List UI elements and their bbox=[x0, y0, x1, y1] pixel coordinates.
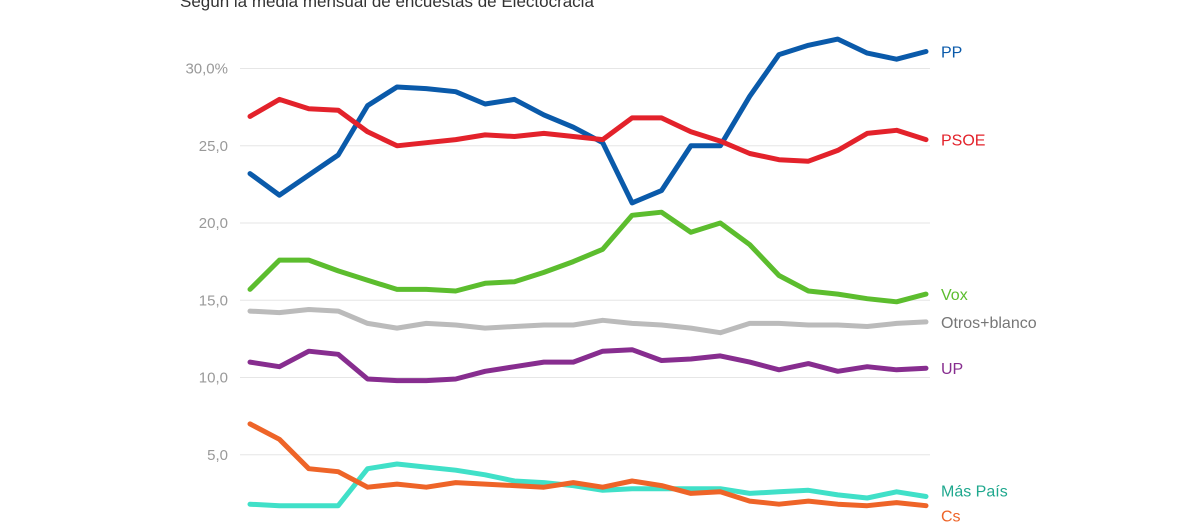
series-line-psoe bbox=[247, 96, 929, 164]
y-tick-label: 20,0 bbox=[199, 215, 228, 232]
y-tick-label: 5,0 bbox=[207, 447, 228, 464]
series-label-vox: Vox bbox=[941, 287, 968, 304]
chart-subtitle: Según la media mensual de encuestas de E… bbox=[180, 0, 594, 11]
series-lines bbox=[247, 36, 929, 509]
grid-lines bbox=[240, 68, 930, 456]
series-label-m-s-pa-s: Más País bbox=[941, 483, 1008, 500]
series-line-pp bbox=[247, 36, 929, 206]
series-label-psoe: PSOE bbox=[941, 133, 985, 150]
series-line-m-s-pa-s bbox=[247, 461, 929, 509]
series-labels: PP PSOE Vox Otros+blanco UP Más País Cs bbox=[941, 45, 1037, 525]
y-tick-label: 15,0 bbox=[199, 292, 228, 309]
y-axis-ticks: 5,0 10,0 15,0 20,0 25,0 30,0% bbox=[185, 61, 228, 464]
series-label-cs: Cs bbox=[941, 509, 961, 525]
series-label-otros-blanco: Otros+blanco bbox=[941, 315, 1037, 332]
series-line-cs bbox=[247, 421, 929, 509]
y-tick-label: 10,0 bbox=[199, 370, 228, 387]
series-label-up: UP bbox=[941, 361, 963, 378]
series-line-up bbox=[247, 347, 929, 384]
y-tick-label: 30,0% bbox=[185, 61, 228, 78]
series-line-vox bbox=[247, 209, 929, 305]
series-label-pp: PP bbox=[941, 45, 962, 62]
series-line-otros-blanco bbox=[247, 307, 929, 336]
y-tick-label: 25,0 bbox=[199, 138, 228, 155]
